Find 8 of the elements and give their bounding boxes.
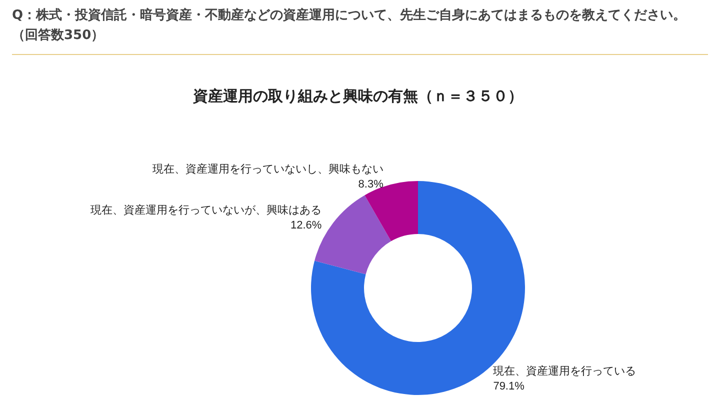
slice-label: 現在、資産運用を行っている <box>493 364 636 378</box>
chart-title: 資産運用の取り組みと興味の有無（ｎ＝３５０） <box>192 87 523 105</box>
data-label: 8.3% <box>358 178 384 190</box>
text: Q：株式・投資信託・暗号資産・不動産などの資産運用について、先生ご自身にあてはまるものを教えてください。（回答数350） <box>12 6 708 55</box>
slice-label: 現在、資産運用を行っていないし、興味もない <box>152 162 384 176</box>
slice-label: 現在、資産運用を行っていないが、興味はある <box>90 204 322 217</box>
data-label: 79.1% <box>493 380 525 393</box>
data-label: 12.6% <box>290 220 322 232</box>
